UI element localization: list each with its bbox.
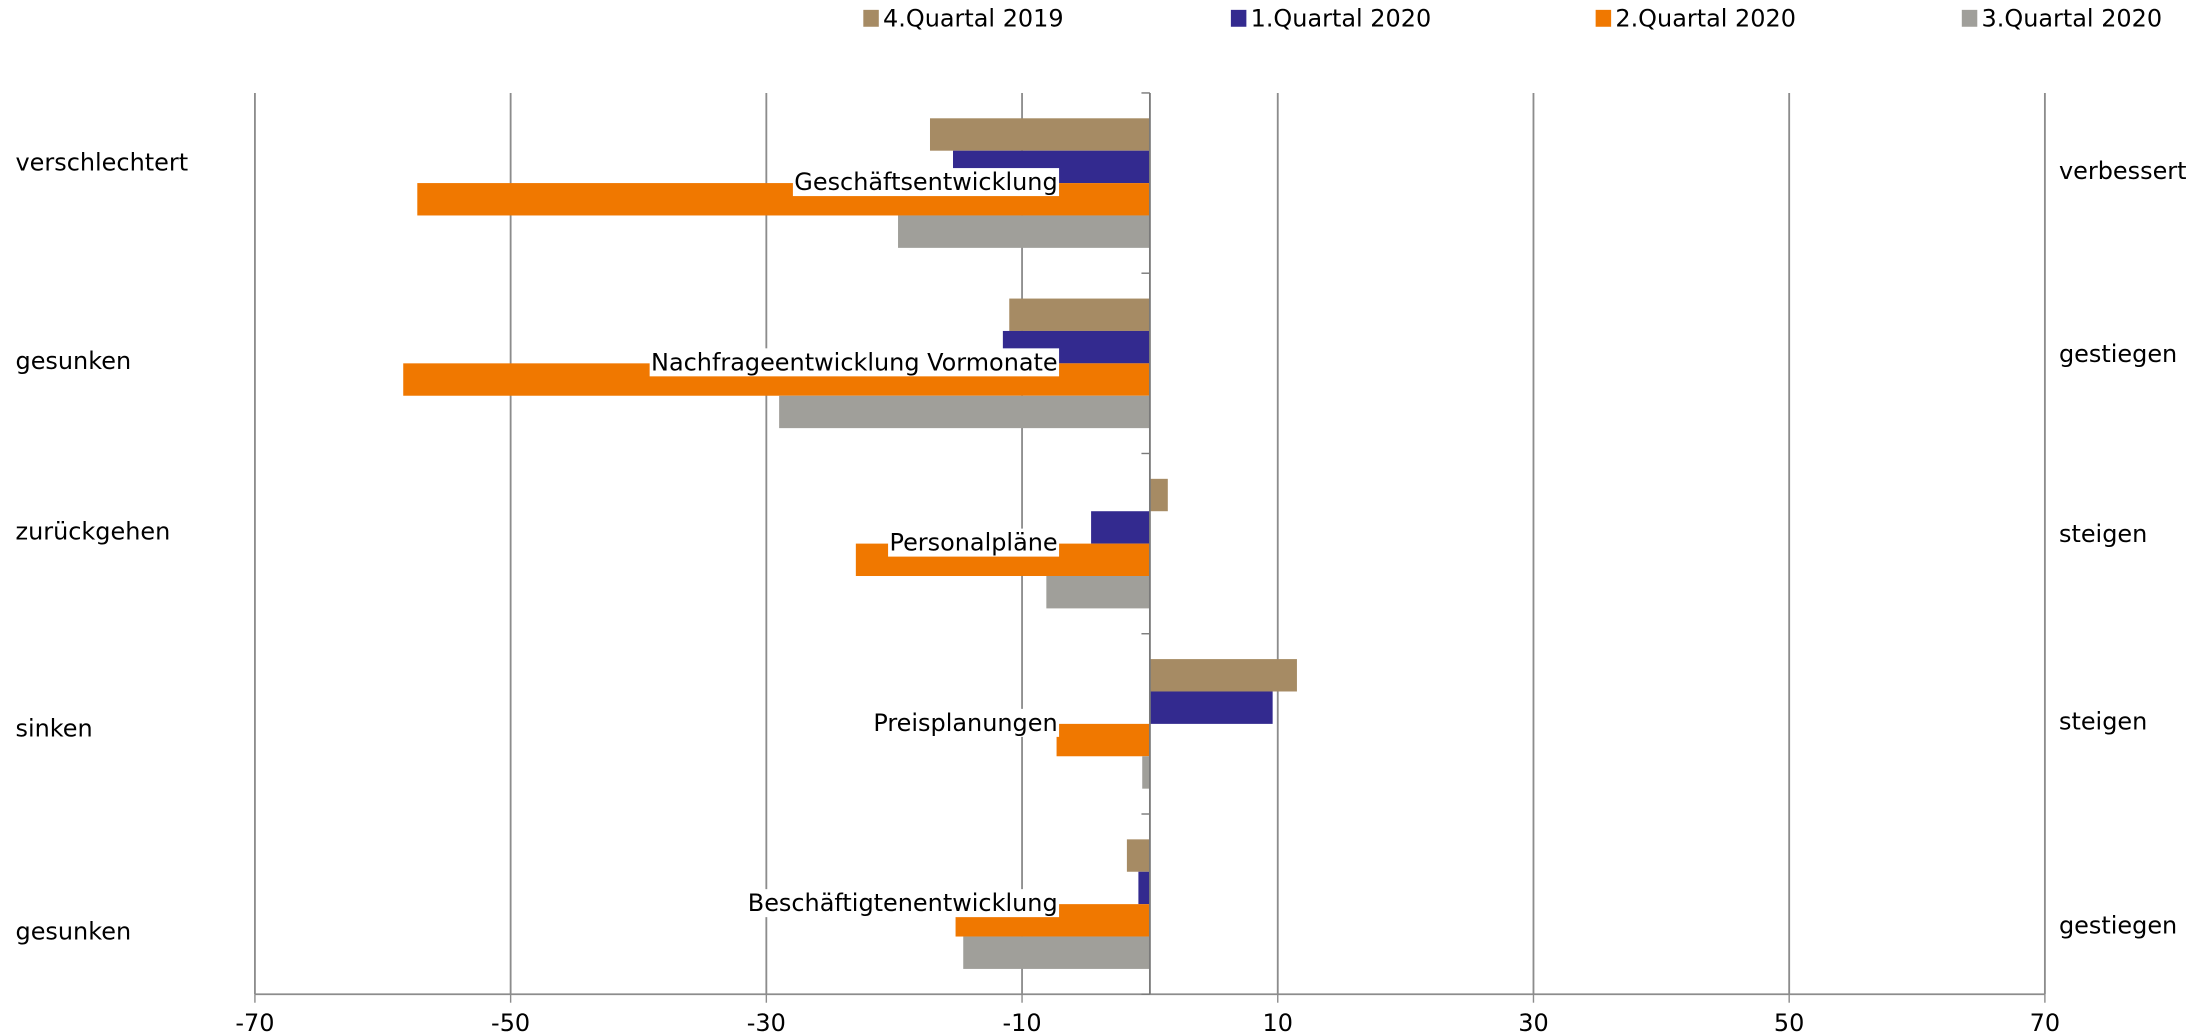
legend-label: 3.Quartal 2020 [1982,5,2163,33]
category-label-bg [871,708,1060,737]
category-label: Preisplanungen [873,709,1057,737]
category-label-bg [792,168,1060,197]
category-label: Personalpläne [889,529,1057,557]
category-label-group: Geschäftsentwicklung [792,168,1060,197]
x-tick-label: 30 [1518,1009,1548,1033]
bar [963,936,1150,969]
right-label: gestiegen [2059,340,2177,368]
left-label: verschlechtert [16,148,189,176]
bar [1149,659,1297,692]
category-label-group: Beschäftigtenentwicklung [746,889,1060,918]
legend-swatch [863,9,879,27]
x-tick-label: 10 [1263,1009,1293,1033]
category-label-group: Personalpläne [888,528,1060,557]
bar [1149,691,1273,724]
legend-swatch [1595,9,1612,27]
right-label: steigen [2059,520,2147,548]
legend-label: 4.Quartal 2019 [883,5,1064,33]
right-label: verbessert [2059,157,2187,185]
bar [1142,756,1150,789]
left-label: zurückgehen [16,517,171,545]
category-label: Geschäftsentwicklung [794,168,1057,196]
category-label-group: Preisplanungen [871,708,1060,737]
category-label: Beschäftigtenentwicklung [748,889,1058,917]
bar [1138,871,1150,905]
left-label: gesunken [16,917,132,945]
x-tick-label: -70 [235,1009,274,1033]
x-tick-label: -30 [747,1009,786,1033]
category-label: Nachfrageentwicklung Vormonate [651,348,1058,376]
right-label: steigen [2059,707,2147,735]
bar [779,395,1150,429]
legend-swatch [1961,9,1978,27]
bar [1056,723,1150,757]
bar [929,118,1150,151]
x-tick-label: 50 [1774,1009,1804,1033]
x-tick-label: -50 [491,1009,530,1033]
bar [898,215,1150,248]
bar [1046,576,1150,609]
category-label-bg [746,889,1060,918]
left-label: gesunken [16,347,132,375]
category-label-bg [888,528,1060,557]
legend-label: 2.Quartal 2020 [1615,5,1796,33]
category-label-group: Nachfrageentwicklung Vormonate [649,348,1060,377]
bar [1149,478,1168,512]
x-tick-label: 70 [2030,1009,2060,1033]
left-label: sinken [16,715,93,743]
bar [1091,511,1150,544]
right-label: gestiegen [2059,912,2177,940]
legend-swatch [1230,9,1247,27]
bar [1009,298,1150,331]
bar [1126,839,1150,872]
category-label-bg [649,348,1060,377]
x-tick-label: -10 [1002,1009,1041,1033]
legend-label: 1.Quartal 2020 [1251,5,1432,33]
